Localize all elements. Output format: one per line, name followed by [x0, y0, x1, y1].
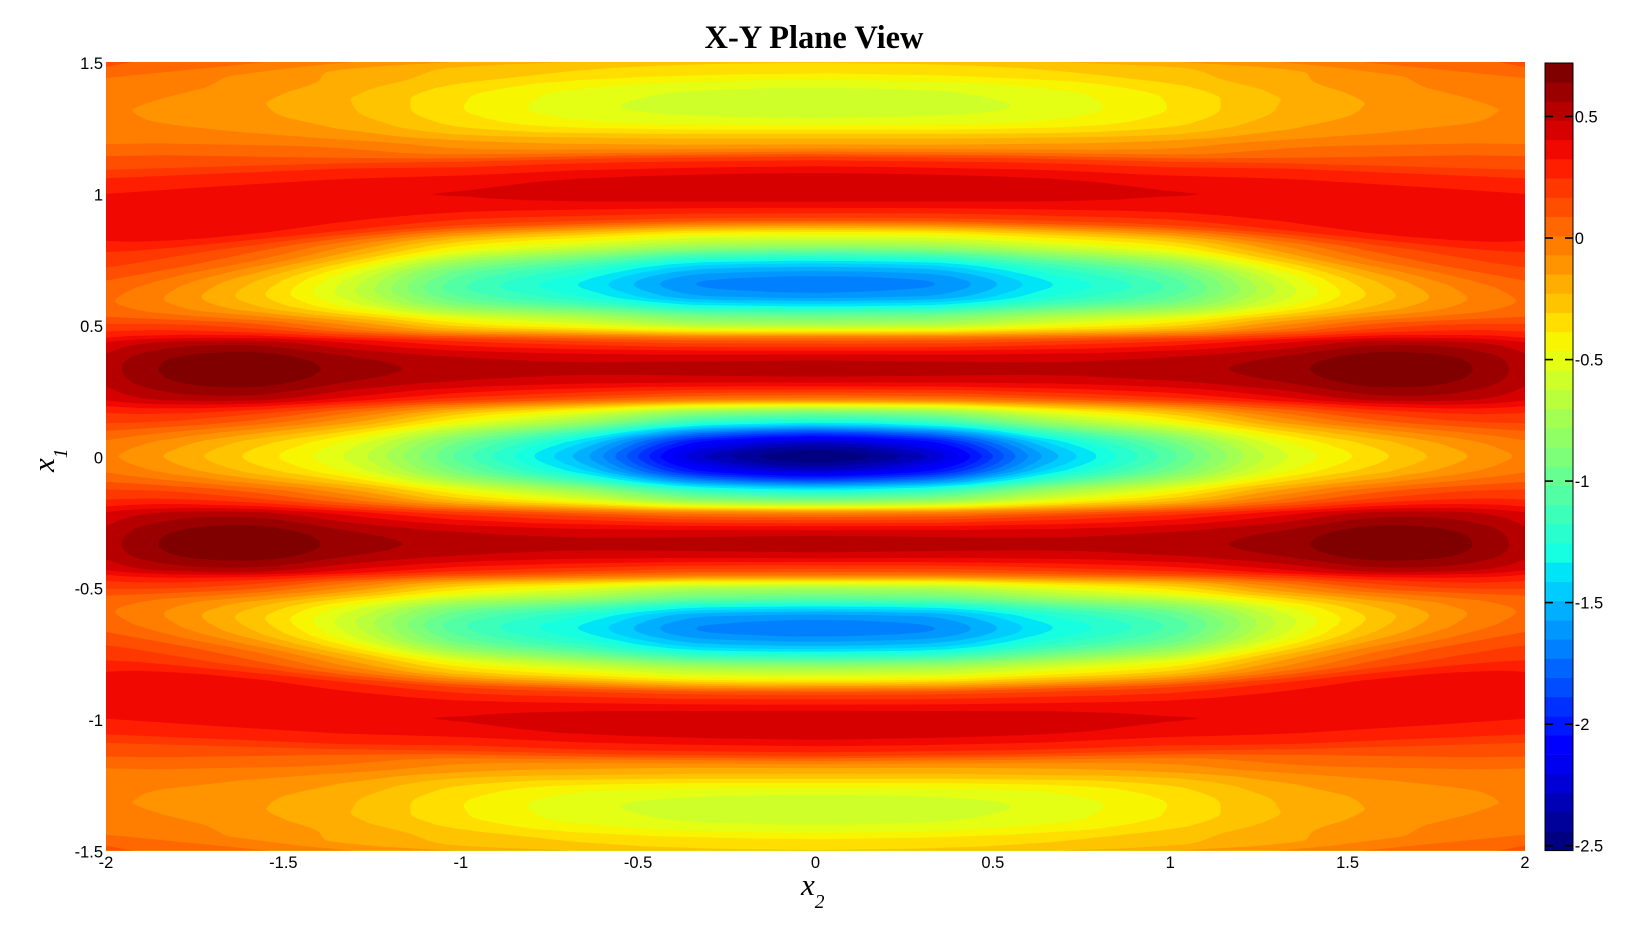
svg-text:-1.5: -1.5 — [75, 844, 103, 862]
svg-text:0.5: 0.5 — [981, 854, 1004, 872]
svg-text:0: 0 — [1575, 230, 1584, 248]
svg-text:2: 2 — [1520, 854, 1529, 872]
svg-text:0.5: 0.5 — [1575, 109, 1598, 127]
svg-text:1.5: 1.5 — [80, 55, 103, 73]
svg-text:X-Y Plane View: X-Y Plane View — [704, 20, 924, 56]
svg-text:0.5: 0.5 — [80, 318, 103, 336]
svg-text:1: 1 — [1166, 854, 1175, 872]
svg-text:1: 1 — [94, 186, 103, 204]
svg-text:-0.5: -0.5 — [1575, 352, 1603, 370]
svg-text:-1.5: -1.5 — [269, 854, 297, 872]
svg-text:1.5: 1.5 — [1336, 854, 1359, 872]
svg-text:-1: -1 — [453, 854, 468, 872]
svg-text:-0.5: -0.5 — [624, 854, 652, 872]
svg-text:-2: -2 — [99, 854, 114, 872]
svg-text:-2: -2 — [1575, 716, 1590, 734]
svg-text:0: 0 — [811, 854, 820, 872]
svg-text:-1.5: -1.5 — [1575, 595, 1603, 613]
svg-text:-0.5: -0.5 — [75, 581, 103, 599]
svg-text:-1: -1 — [88, 712, 103, 730]
svg-text:-1: -1 — [1575, 473, 1590, 491]
svg-text:-2.5: -2.5 — [1575, 838, 1603, 856]
svg-text:0: 0 — [94, 449, 103, 467]
